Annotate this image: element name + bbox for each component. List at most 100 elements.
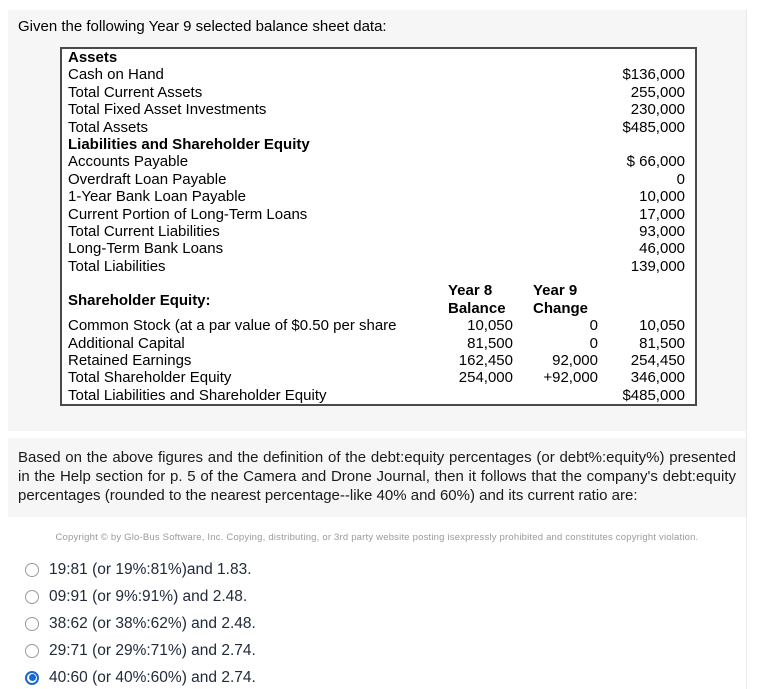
answer-option-label: 40:60 (or 40%:60%) and 2.74. xyxy=(49,668,256,686)
copyright-notice: Copyright © by Glo-Bus Software, Inc. Co… xyxy=(55,532,699,544)
year9-change xyxy=(513,240,598,257)
answer-option[interactable]: 09:91 (or 9%:91%) and 2.48. xyxy=(25,583,746,610)
table-row: Common Stock (at a par value of $0.50 pe… xyxy=(61,317,696,334)
row-label: Total Current Assets xyxy=(68,83,203,101)
year8-balance xyxy=(439,258,513,275)
table-row: Additional Capital 81,500 0 81,500 xyxy=(61,335,696,352)
balance-sheet-body: Assets Cash on Hand $136,000 Total Current … xyxy=(61,48,696,405)
year8-balance xyxy=(439,84,513,101)
row-value: 17,000 xyxy=(639,205,686,223)
table-row: Cash on Hand $136,000 xyxy=(61,66,696,83)
year9-change xyxy=(513,171,598,188)
answer-option[interactable]: 40:60 (or 40%:60%) and 2.74. xyxy=(25,664,746,689)
year8-column-header: Year 8 Balance xyxy=(448,282,506,317)
year8-balance xyxy=(439,387,513,405)
row-label: Common Stock (at a par value of $0.50 pe… xyxy=(68,317,397,335)
radio-dot-icon xyxy=(28,674,36,682)
quiz-page: Given the following Year 9 selected bala… xyxy=(8,10,747,689)
panel-divider xyxy=(8,431,746,439)
radio-button-icon[interactable] xyxy=(25,616,39,631)
question-intro: Given the following Year 9 selected bala… xyxy=(18,18,387,35)
row-value: 139,000 xyxy=(630,257,686,275)
table-row: Total Shareholder Equity 254,000 +92,000 34… xyxy=(61,369,696,386)
table-row: 1-Year Bank Loan Payable 10,000 xyxy=(61,188,696,205)
row-value: 230,000 xyxy=(630,101,686,119)
row-label: Accounts Payable xyxy=(68,153,189,171)
row-label: Additional Capital xyxy=(68,334,185,352)
year9-change xyxy=(513,119,598,136)
question-body: Based on the above figures and the defin… xyxy=(18,449,736,505)
table-row: Long-Term Bank Loans 46,000 xyxy=(61,240,696,257)
section-header: Liabilities and Shareholder Equity xyxy=(68,136,310,154)
row-label: Current Portion of Long-Term Loans xyxy=(68,205,308,223)
equity-section-header: Shareholder Equity: xyxy=(68,292,211,310)
row-label: Total Current Liabilities xyxy=(68,223,220,241)
row-value: 255,000 xyxy=(630,83,686,101)
year8-balance xyxy=(439,206,513,223)
row-value: 0 xyxy=(676,170,686,188)
year9-column-header: Year 9 Change xyxy=(533,282,589,317)
row-value: 10,050 xyxy=(639,317,686,335)
year8-balance xyxy=(439,240,513,257)
answer-option[interactable]: 29:71 (or 29%:71%) and 2.74. xyxy=(25,637,746,664)
answer-option[interactable]: 19:81 (or 19%:81%)and 1.83. xyxy=(25,556,746,583)
row-label: Total Liabilities xyxy=(68,257,166,275)
answer-option[interactable]: 38:62 (or 38%:62%) and 2.48. xyxy=(25,610,746,637)
row-label: Retained Earnings xyxy=(68,351,192,369)
year8-balance xyxy=(439,188,513,205)
row-label: Total Fixed Asset Investments xyxy=(68,101,267,119)
row-label: Long-Term Bank Loans xyxy=(68,240,224,258)
year9-change xyxy=(513,188,598,205)
table-row: Total Assets $485,000 xyxy=(61,119,696,136)
row-value: 254,450 xyxy=(630,351,686,369)
year8-balance xyxy=(439,171,513,188)
year9-change: 92,000 xyxy=(552,351,598,369)
row-label: Cash on Hand xyxy=(68,66,164,84)
year9-change xyxy=(513,206,598,223)
table-row: Total Liabilities and Shareholder Equity… xyxy=(61,387,696,405)
year8-balance: 81,500 xyxy=(467,334,513,352)
row-value: $485,000 xyxy=(622,386,686,404)
year8-balance: 162,450 xyxy=(458,351,513,369)
radio-button-icon[interactable] xyxy=(25,643,39,658)
answer-options: 19:81 (or 19%:81%)and 1.83. 09:91 (or 9%:… xyxy=(8,556,746,689)
section-header: Assets xyxy=(68,49,118,66)
year8-balance xyxy=(439,66,513,83)
year9-change xyxy=(513,101,598,118)
row-value: 10,000 xyxy=(639,188,686,206)
table-row: Accounts Payable $ 66,000 xyxy=(61,153,696,170)
row-value: 93,000 xyxy=(639,223,686,241)
year9-change xyxy=(513,66,598,83)
empty-cell xyxy=(598,275,696,317)
row-value: 81,500 xyxy=(639,334,686,352)
table-row: Total Current Assets 255,000 xyxy=(61,84,696,101)
radio-button-icon[interactable] xyxy=(25,562,39,577)
answer-option-label: 09:91 (or 9%:91%) and 2.48. xyxy=(49,587,248,605)
row-value: $136,000 xyxy=(622,66,686,84)
row-label: 1-Year Bank Loan Payable xyxy=(68,188,246,206)
table-row: Total Liabilities 139,000 xyxy=(61,258,696,275)
row-value: $ 66,000 xyxy=(626,153,686,171)
year9-change xyxy=(513,223,598,240)
year8-balance xyxy=(439,223,513,240)
row-label: Overdraft Loan Payable xyxy=(68,170,227,188)
row-label: Total Shareholder Equity xyxy=(68,369,232,387)
table-row: Liabilities and Shareholder Equity xyxy=(61,136,696,153)
table-row: Assets xyxy=(61,48,696,66)
row-value: 346,000 xyxy=(630,369,686,387)
year9-change: +92,000 xyxy=(543,369,598,387)
table-row: Shareholder Equity: Year 8 Balance Year 9 Ch… xyxy=(61,275,696,317)
year9-change: 0 xyxy=(589,334,598,352)
year9-change xyxy=(513,387,598,405)
answer-option-label: 29:71 (or 29%:71%) and 2.74. xyxy=(49,641,256,659)
year9-change xyxy=(513,84,598,101)
year8-balance xyxy=(439,101,513,118)
radio-button-icon[interactable] xyxy=(25,589,39,604)
answer-option-label: 19:81 (or 19%:81%)and 1.83. xyxy=(49,560,252,578)
answer-option-label: 38:62 (or 38%:62%) and 2.48. xyxy=(49,614,256,632)
row-label: Total Liabilities and Shareholder Equity xyxy=(68,386,327,404)
radio-button-selected-icon[interactable] xyxy=(25,670,39,685)
row-value: 46,000 xyxy=(639,240,686,258)
year8-balance xyxy=(439,153,513,170)
balance-sheet-table: Assets Cash on Hand $136,000 Total Current … xyxy=(60,47,698,407)
